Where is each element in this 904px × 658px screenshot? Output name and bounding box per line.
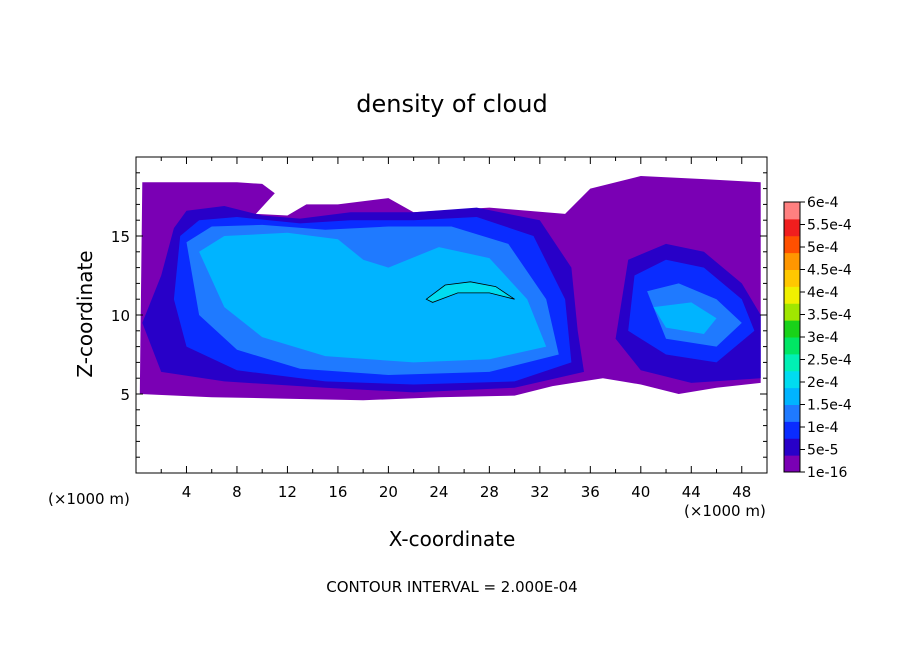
colorbar-label-3: 1.5e-4 bbox=[807, 398, 852, 414]
x-tick-label-28: 28 bbox=[480, 483, 499, 501]
colorbar-label-4: 2e-4 bbox=[807, 375, 839, 391]
colorbar-swatch-2 bbox=[784, 421, 800, 439]
colorbar-label-10: 5e-4 bbox=[807, 240, 839, 256]
contour-region-9 bbox=[425, 281, 515, 303]
contour-fill-group bbox=[139, 176, 761, 401]
colorbar-swatch-15 bbox=[784, 202, 800, 220]
colorbar-label-5: 2.5e-4 bbox=[807, 353, 852, 369]
colorbar-swatch-6 bbox=[784, 353, 800, 372]
x-tick-label-8: 8 bbox=[232, 483, 242, 501]
x-unit-note-right: (×1000 m) bbox=[684, 502, 766, 520]
x-tick-label-40: 40 bbox=[631, 483, 650, 501]
colorbar-label-6: 3e-4 bbox=[807, 330, 839, 346]
colorbar-label-9: 4.5e-4 bbox=[807, 263, 852, 279]
x-tick-label-4: 4 bbox=[182, 483, 192, 501]
x-tick-label-12: 12 bbox=[278, 483, 297, 501]
y-tick-label-5: 5 bbox=[120, 386, 130, 404]
colorbar-swatch-0 bbox=[784, 455, 800, 473]
chart-title: density of cloud bbox=[356, 90, 547, 118]
x-unit-note-left: (×1000 m) bbox=[48, 490, 130, 508]
y-axis: 5 10 15 bbox=[111, 172, 767, 458]
colorbar-swatch-11 bbox=[784, 269, 800, 287]
colorbar: 1e-16 5e-5 1e-4 1.5e-4 2e-4 2.5e-4 3e-4 3.5e-4 4… bbox=[783, 195, 852, 481]
x-axis: 4 8 12 16 20 24 28 32 36 40 44 48 bbox=[160, 157, 751, 501]
colorbar-swatch-4 bbox=[784, 387, 800, 405]
x-tick-label-20: 20 bbox=[379, 483, 398, 501]
colorbar-swatch-7 bbox=[784, 337, 800, 355]
colorbar-swatch-5 bbox=[784, 370, 800, 389]
colorbar-label-8: 4e-4 bbox=[807, 285, 839, 301]
x-tick-label-44: 44 bbox=[682, 483, 701, 501]
colorbar-label-12: 6e-4 bbox=[807, 195, 839, 211]
colorbar-label-11: 5.5e-4 bbox=[807, 218, 852, 234]
x-axis-label: X-coordinate bbox=[389, 527, 516, 551]
colorbar-swatch-1 bbox=[784, 438, 800, 456]
x-tick-label-36: 36 bbox=[581, 483, 600, 501]
colorbar-swatch-8 bbox=[784, 320, 800, 338]
colorbar-swatch-9 bbox=[784, 303, 800, 321]
colorbar-label-2: 1e-4 bbox=[807, 420, 839, 436]
x-tick-label-32: 32 bbox=[530, 483, 549, 501]
x-tick-label-16: 16 bbox=[328, 483, 347, 501]
y-axis-label: Z-coordinate bbox=[73, 250, 97, 377]
contour-region-8 bbox=[653, 302, 717, 334]
x-tick-label-48: 48 bbox=[732, 483, 751, 501]
colorbar-swatch-3 bbox=[784, 404, 800, 422]
colorbar-swatch-14 bbox=[784, 218, 800, 237]
colorbar-label-0: 1e-16 bbox=[807, 465, 847, 481]
contour-interval-note: CONTOUR INTERVAL = 2.000E-04 bbox=[326, 578, 577, 596]
colorbar-label-1: 5e-5 bbox=[807, 443, 838, 459]
y-tick-label-10: 10 bbox=[111, 307, 130, 325]
colorbar-swatch-12 bbox=[784, 252, 800, 270]
colorbar-swatch-10 bbox=[784, 286, 800, 304]
x-tick-label-24: 24 bbox=[429, 483, 448, 501]
contour-region-7 bbox=[199, 232, 547, 363]
colorbar-swatch-13 bbox=[784, 235, 800, 254]
y-tick-label-15: 15 bbox=[111, 228, 130, 246]
colorbar-label-7: 3.5e-4 bbox=[807, 308, 852, 324]
